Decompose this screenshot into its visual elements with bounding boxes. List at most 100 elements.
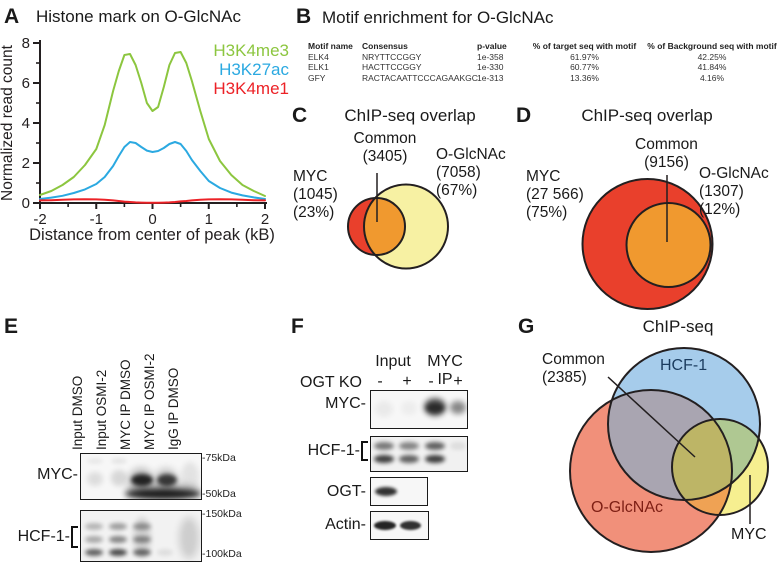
- svg-text:8: 8: [22, 35, 30, 52]
- motif-table-header: Motif name Consensus p-value % of target se…: [308, 41, 781, 52]
- motif-table-cell: % of target seq with motif: [532, 41, 637, 51]
- blot-band: [425, 442, 445, 450]
- f-ko-sign-2: +: [402, 373, 412, 390]
- e-myc-blot: [80, 453, 202, 500]
- panel-a-title: Histone mark on O-GlcNAc: [36, 7, 241, 26]
- venn-g: [569, 347, 769, 553]
- e-hcf1-blot: [80, 510, 202, 562]
- blot-band: [450, 442, 466, 450]
- panel-c-label: C: [292, 104, 308, 127]
- svg-text:2: 2: [22, 155, 30, 172]
- venn-g-common-label: Common (2385): [542, 351, 605, 386]
- motif-table-cell: 60.77%: [570, 62, 599, 72]
- blot-band: [85, 523, 103, 530]
- blot-band: [157, 549, 173, 556]
- venn-d-common-label: Common (9156): [635, 136, 698, 171]
- blot-band: [401, 401, 417, 415]
- f-group-mycip: MYC IP: [427, 353, 463, 388]
- svg-text:-1: -1: [90, 211, 103, 228]
- blot-band: [181, 462, 199, 492]
- e-marker-75: -75kDa: [202, 452, 236, 464]
- venn-c-common-label: Common (3405): [353, 130, 417, 165]
- blot-band: [133, 517, 151, 557]
- panel-d-label: D: [516, 104, 532, 127]
- motif-table-cell: RACTACAATTCCCAGAAKGC: [362, 72, 478, 83]
- blot-band: [87, 472, 103, 486]
- blot-band: [374, 442, 394, 450]
- motif-table-cell: % of Background seq with motif: [647, 41, 777, 51]
- blot-band: [375, 401, 393, 417]
- f-ko-sign-4: +: [453, 373, 463, 390]
- f-group-input: Input: [375, 353, 411, 370]
- lane-label-input-osmi2: Input OSMI-2: [94, 369, 109, 450]
- lane-label-igg-dmso: IgG IP DMSO: [166, 367, 181, 450]
- motif-table-cell: 61.97%: [570, 51, 599, 62]
- svg-text:6: 6: [22, 75, 30, 92]
- blot-band: [109, 536, 127, 543]
- panel-g-label: G: [518, 315, 535, 338]
- blot-band: [399, 442, 419, 450]
- venn-c-common-region: [364, 198, 405, 255]
- svg-text:2: 2: [261, 211, 269, 228]
- motif-table-row: GFY RACTACAATTCCCAGAAKGC 1e-313 13.36% 4.16%: [308, 73, 781, 84]
- motif-table-cell: 1e-358: [477, 51, 504, 62]
- f-ko-sign-3: -: [428, 373, 434, 390]
- motif-table-cell: Consensus: [362, 41, 408, 51]
- svg-text:0: 0: [148, 211, 156, 228]
- f-hcf1-row-label: HCF-1-: [306, 441, 368, 461]
- motif-enrichment-table: Motif name Consensus p-value % of target se…: [308, 41, 781, 83]
- f-ogtko-label: OGT KO: [300, 374, 362, 391]
- motif-table-row: ELK4 NRYTTCCGGY 1e-358 61.97% 42.25%: [308, 52, 781, 63]
- blot-band: [374, 521, 396, 530]
- blot-band: [111, 470, 127, 486]
- venn-c: [347, 173, 449, 270]
- blot-band: [109, 523, 127, 530]
- svg-text:-2: -2: [33, 211, 46, 228]
- svg-text:Distance from center of peak (: Distance from center of peak (kB): [29, 226, 275, 244]
- hcf1-bracket: [361, 441, 368, 461]
- blot-band: [133, 549, 151, 556]
- blot-band: [400, 521, 421, 530]
- motif-table-cell: GFY: [308, 72, 326, 83]
- blot-band: [109, 549, 127, 556]
- motif-table-cell: 1e-330: [477, 62, 504, 72]
- blot-band: [85, 549, 103, 556]
- venn-d-common-region: [626, 203, 711, 287]
- motif-table-cell: 41.84%: [697, 62, 727, 72]
- f-myc-row-label: MYC-: [325, 395, 366, 412]
- svg-text:4: 4: [22, 115, 30, 132]
- motif-table-cell: Motif name: [308, 41, 353, 51]
- blot-band: [85, 536, 103, 543]
- f-ogt-row-label: OGT-: [326, 483, 366, 500]
- blot-band: [125, 489, 201, 499]
- venn-g-hcf1-label: HCF-1: [660, 357, 708, 374]
- venn-g-common-pointer-line: [607, 376, 696, 458]
- venn-d-oglcnac-label: O-GlcNAc (1307) (12%): [699, 165, 769, 218]
- blot-band: [133, 523, 151, 530]
- blot-band: [425, 455, 445, 463]
- f-actin-row-label: Actin-: [325, 516, 366, 533]
- svg-text:0: 0: [22, 195, 30, 212]
- panel-g-title: ChIP-seq: [642, 317, 714, 336]
- panel-c-title: ChIP-seq overlap: [344, 106, 476, 125]
- motif-table-cell: ELK1: [308, 62, 329, 72]
- motif-table-cell: HACTTCCGGY: [362, 62, 422, 72]
- motif-table-cell: 13.36%: [570, 72, 599, 83]
- venn-d-myc-label: MYC (27 566) (75%): [526, 168, 584, 221]
- blot-band: [374, 455, 394, 463]
- blot-band: [375, 487, 397, 496]
- venn-g-triple-region: [672, 419, 732, 500]
- blot-band: [426, 403, 444, 413]
- motif-table-cell: ELK4: [308, 51, 329, 62]
- blot-band: [450, 401, 466, 414]
- f-myc-blot: [370, 390, 468, 429]
- panel-f-label: F: [291, 315, 304, 338]
- panel-a-label: A: [4, 5, 20, 28]
- svg-text:1: 1: [205, 211, 213, 228]
- f-ko-sign-1: -: [377, 373, 383, 390]
- venn-c-oglcnac-label: O-GlcNAc (7058) (67%): [436, 146, 506, 199]
- e-marker-150: -150kDa: [202, 508, 242, 520]
- blot-band: [111, 458, 127, 464]
